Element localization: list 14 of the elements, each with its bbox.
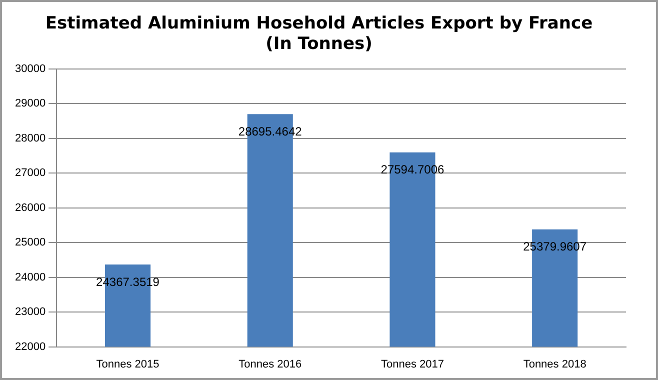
y-tick-label: 29000 bbox=[14, 98, 46, 110]
x-tick-label: Tonnes 2017 bbox=[380, 358, 444, 370]
x-tick-label: Tonnes 2016 bbox=[238, 358, 302, 370]
y-tick-label: 23000 bbox=[14, 306, 46, 318]
y-tick-label: 26000 bbox=[14, 202, 46, 214]
chart-title: Estimated Aluminium Hosehold Articles Export by France (In Tonnes) bbox=[45, 14, 593, 54]
x-tick-label: Tonnes 2015 bbox=[96, 358, 160, 370]
y-tick-label: 30000 bbox=[14, 62, 46, 75]
x-tick-label: Tonnes 2018 bbox=[523, 358, 586, 370]
y-tick-label: 24000 bbox=[14, 271, 46, 284]
y-tick-label: 25000 bbox=[14, 236, 46, 249]
y-tick-label: 28000 bbox=[14, 132, 46, 144]
y-tick-label: 27000 bbox=[14, 167, 46, 180]
y-tick-label: 22000 bbox=[14, 340, 46, 353]
